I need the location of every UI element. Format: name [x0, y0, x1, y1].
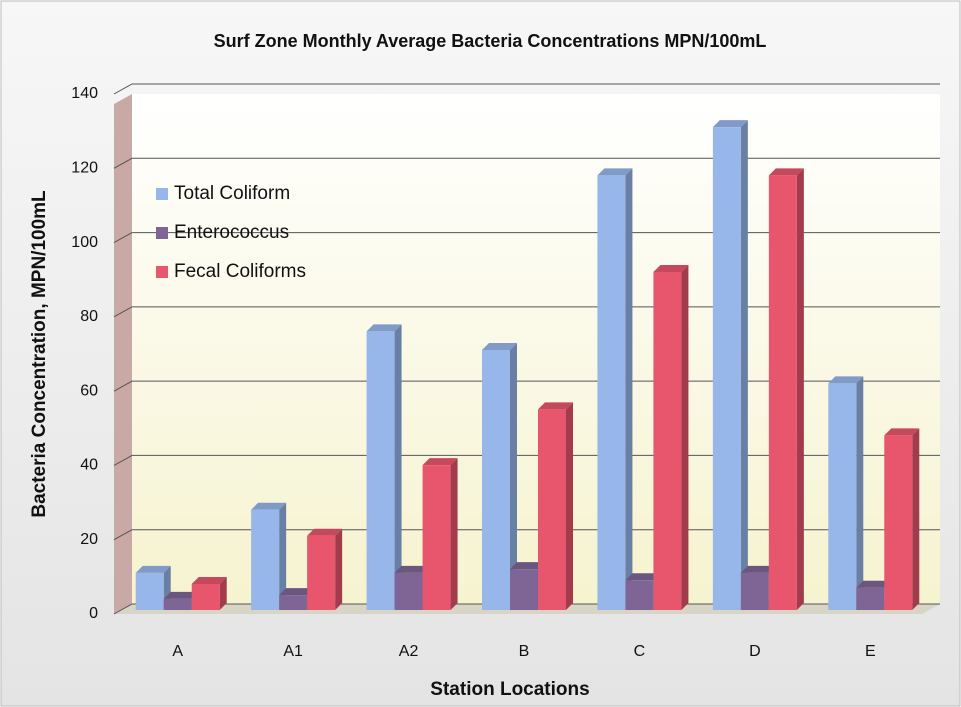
x-tick-label: A	[172, 643, 183, 660]
bar	[625, 580, 654, 610]
bar-top	[856, 580, 892, 588]
x-tick-label: D	[749, 643, 761, 660]
bar	[712, 127, 741, 611]
y-tick-label: 80	[80, 308, 98, 325]
bar-top	[135, 565, 171, 573]
side-wall	[114, 94, 132, 614]
bar	[251, 509, 280, 610]
bar-top	[422, 458, 458, 466]
bar	[135, 572, 164, 610]
bar-side	[335, 528, 343, 610]
bar-top	[366, 324, 402, 332]
grid-line	[113, 157, 940, 169]
grid-line	[113, 83, 940, 95]
bar	[740, 572, 769, 610]
bar	[856, 587, 885, 610]
bar-side	[796, 168, 804, 610]
legend-label: Total Coliform	[174, 183, 290, 204]
bar-side	[740, 120, 748, 611]
bar-top	[768, 168, 804, 176]
bar-top	[538, 402, 573, 410]
bar-top	[510, 562, 545, 570]
bar-side	[856, 376, 864, 610]
y-tick-label: 100	[71, 234, 98, 251]
bar-side	[279, 502, 287, 610]
x-tick-label: E	[865, 643, 876, 660]
legend-swatch	[156, 266, 168, 278]
bar-side	[566, 402, 573, 610]
y-tick-label: 120	[71, 160, 98, 177]
legend-label: Enterococcus	[174, 222, 289, 243]
bar	[510, 569, 538, 610]
bar-side	[625, 168, 633, 610]
bar	[366, 331, 395, 610]
y-tick-label: 20	[80, 531, 98, 548]
bar	[597, 175, 626, 610]
x-tick-label: A2	[399, 643, 419, 660]
bar	[394, 572, 423, 610]
bar-top	[307, 528, 343, 536]
bar	[307, 535, 336, 610]
legend-swatch	[156, 227, 168, 239]
bar-side	[912, 428, 920, 610]
bar-top	[251, 502, 287, 510]
bar-top	[394, 565, 430, 573]
bar-side	[510, 343, 517, 610]
bar-top	[828, 376, 864, 384]
x-tick-label: B	[519, 643, 530, 660]
bar-top	[482, 343, 517, 350]
x-tick-label: C	[634, 643, 646, 660]
bar	[828, 383, 857, 610]
y-tick-label: 60	[80, 382, 98, 399]
y-axis-title: Bacteria Concentration, MPN/100mL	[29, 190, 50, 518]
bar	[191, 584, 220, 610]
bar-side	[681, 265, 689, 610]
bar-top	[163, 591, 199, 599]
chart-title: Surf Zone Monthly Average Bacteria Conce…	[214, 31, 767, 51]
bar-top	[625, 573, 661, 581]
bar	[768, 175, 797, 610]
bar	[538, 409, 566, 610]
bar-top	[712, 120, 748, 128]
bar-top	[279, 588, 315, 596]
bar	[422, 465, 451, 610]
bar	[279, 595, 308, 610]
y-tick-label: 0	[89, 605, 98, 622]
bar	[653, 272, 682, 610]
bar	[884, 435, 913, 610]
bar	[482, 350, 510, 610]
plot-area	[113, 83, 940, 615]
bar-top	[597, 168, 633, 176]
bar-top	[884, 428, 920, 436]
grid-line	[113, 232, 940, 244]
x-tick-label: A1	[283, 643, 303, 660]
bar-top	[653, 265, 689, 272]
bar-side	[219, 577, 227, 610]
bar	[163, 598, 192, 610]
bar-top	[740, 565, 776, 573]
legend-label: Fecal Coliforms	[174, 261, 306, 282]
y-tick-label: 40	[80, 457, 98, 474]
legend-swatch	[156, 188, 168, 200]
bar-side	[450, 458, 458, 610]
bar-top	[191, 577, 227, 584]
x-axis-title: Station Locations	[430, 679, 589, 700]
y-tick-label: 140	[71, 85, 98, 102]
bar-side	[394, 324, 402, 610]
